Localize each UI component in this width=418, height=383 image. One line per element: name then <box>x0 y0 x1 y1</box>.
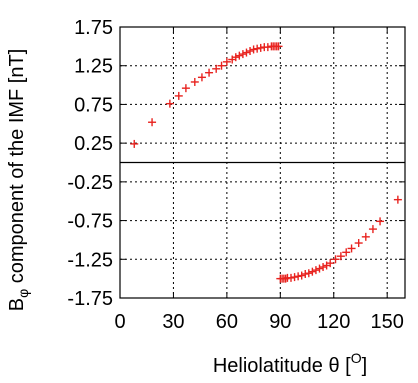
x-axis-label: Heliolatitude θ [O] <box>213 350 367 377</box>
data-point <box>242 48 251 57</box>
data-point <box>347 244 356 253</box>
x-tick-label: 150 <box>371 311 404 333</box>
data-point <box>326 259 335 268</box>
data-point <box>148 118 157 127</box>
data-points <box>130 42 402 283</box>
y-tick-label: -1.25 <box>67 249 113 271</box>
data-point <box>235 51 244 60</box>
x-axis-ticks: 0 30 60 90 120 150 <box>114 27 404 333</box>
data-point <box>287 273 295 282</box>
x-tick-label: 0 <box>114 311 125 333</box>
data-point <box>308 267 317 276</box>
data-point <box>181 84 190 93</box>
data-point <box>212 64 221 73</box>
data-point <box>336 252 345 261</box>
y-tick-label: 0.25 <box>74 133 113 155</box>
data-point <box>249 45 258 54</box>
data-point <box>256 43 265 52</box>
data-point <box>331 255 340 264</box>
data-point <box>253 44 262 53</box>
y-tick-label: 1.75 <box>74 17 113 39</box>
data-point <box>281 274 290 283</box>
data-point <box>246 47 255 56</box>
data-point <box>376 217 385 226</box>
data-point <box>217 61 226 70</box>
data-point <box>190 77 199 86</box>
data-point <box>263 43 272 52</box>
data-point <box>311 266 320 275</box>
data-point <box>290 273 299 282</box>
data-point <box>297 271 306 280</box>
data-point <box>165 99 174 108</box>
y-axis-ticks: 1.75 1.25 0.75 0.25 -0.25 -0.75 -1.25 -1.75 <box>67 17 405 310</box>
data-point <box>361 232 370 241</box>
data-point <box>354 239 363 248</box>
y-tick-label: 0.75 <box>74 94 113 116</box>
y-tick-label: -1.75 <box>67 288 113 310</box>
plot-frame <box>119 26 406 299</box>
data-point <box>301 269 310 278</box>
data-point <box>197 73 206 82</box>
data-point <box>222 57 231 66</box>
x-tick-label: 120 <box>317 311 350 333</box>
data-point <box>238 50 247 59</box>
data-point <box>130 139 139 148</box>
data-point <box>315 264 324 273</box>
data-point <box>393 195 402 204</box>
data-point <box>174 91 183 100</box>
y-axis-label: Bφ component of the IMF [nT] <box>6 49 31 312</box>
data-point <box>368 225 377 234</box>
y-tick-label: -0.75 <box>67 211 113 233</box>
data-point <box>319 263 328 272</box>
data-point <box>274 42 283 51</box>
data-point <box>205 68 214 77</box>
y-tick-label: 1.25 <box>74 56 113 78</box>
data-point <box>304 269 313 278</box>
data-point <box>294 272 303 281</box>
x-tick-label: 90 <box>269 311 291 333</box>
y-tick-label: -0.25 <box>67 172 113 194</box>
data-point <box>342 248 351 257</box>
x-tick-label: 30 <box>162 311 184 333</box>
x-tick-label: 60 <box>216 311 238 333</box>
data-point <box>231 53 240 62</box>
